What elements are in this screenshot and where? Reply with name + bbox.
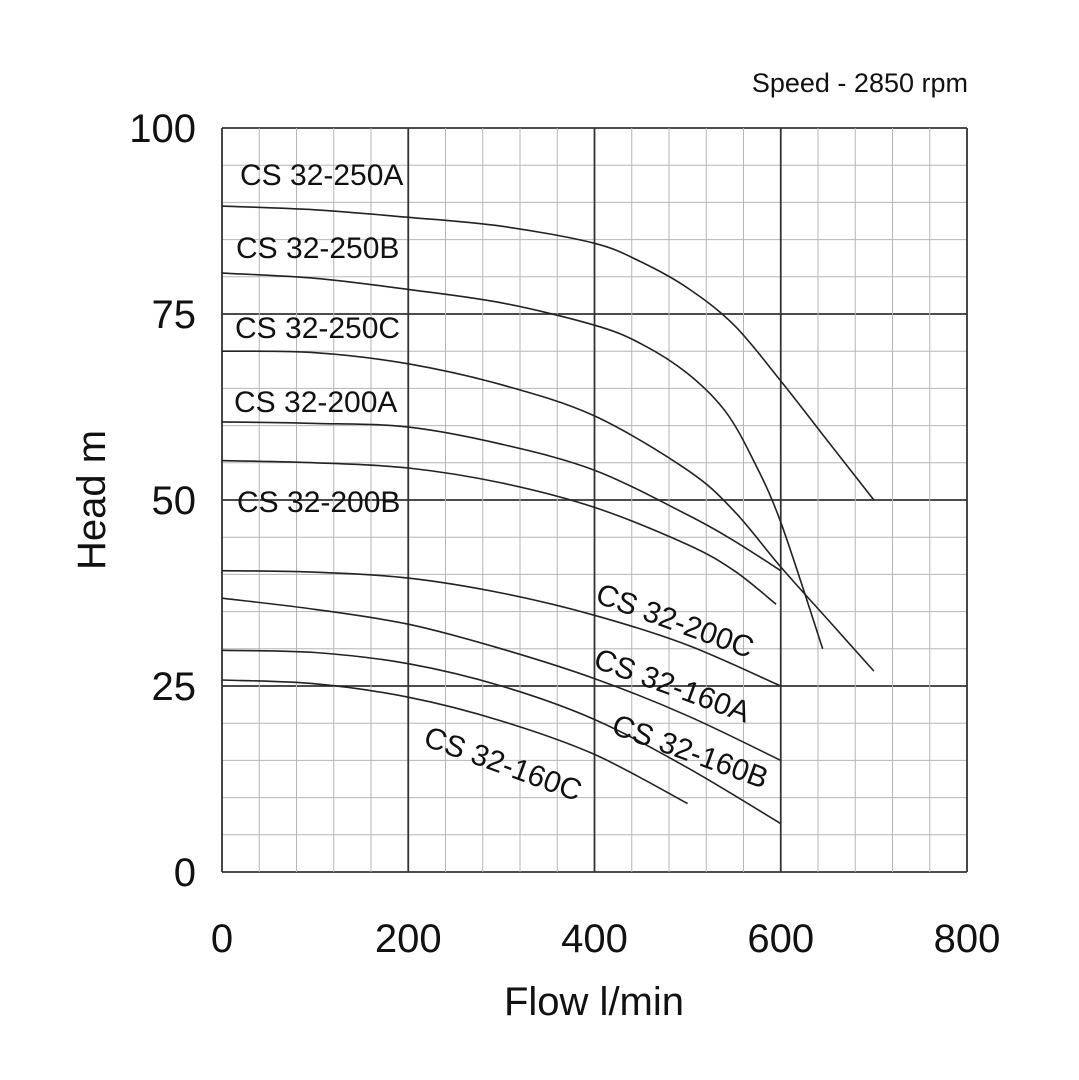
label-cs-32-200b: CS 32-200B <box>237 486 400 519</box>
label-cs-32-250c: CS 32-250C <box>235 312 400 345</box>
label-cs-32-250a: CS 32-250A <box>240 159 403 192</box>
x-tick-label: 0 <box>211 917 233 961</box>
grid <box>221 127 968 873</box>
label-cs-32-160c: CS 32-160C <box>420 721 586 808</box>
curve-cs-32-160c <box>221 679 688 805</box>
y-tick-label: 25 <box>152 665 197 709</box>
label-cs-32-250b: CS 32-250B <box>236 232 399 265</box>
x-tick-label: 400 <box>561 917 628 961</box>
curve-cs-32-200a <box>221 421 782 572</box>
y-tick-label: 0 <box>174 851 196 895</box>
label-cs-32-200a: CS 32-200A <box>234 386 397 419</box>
x-tick-label: 800 <box>934 917 1001 961</box>
tick-labels: 0 200 400 600 800 0 25 50 75 100 <box>129 107 1000 961</box>
y-axis-title: Head m <box>70 430 114 570</box>
performance-curves <box>221 205 875 825</box>
label-cs-32-160b: CS 32-160B <box>608 709 773 796</box>
curve-cs-32-200c <box>221 569 782 687</box>
speed-note: Speed - 2850 rpm <box>752 68 968 98</box>
curve-cs-32-200b <box>221 459 777 605</box>
y-tick-label: 75 <box>152 293 197 337</box>
curve-cs-32-160b <box>221 649 782 825</box>
y-tick-label: 100 <box>129 107 196 151</box>
x-tick-label: 200 <box>375 917 442 961</box>
curve-cs-32-250a <box>221 205 875 501</box>
curve-cs-32-250c <box>221 350 875 672</box>
x-tick-label: 600 <box>747 917 814 961</box>
curve-cs-32-250b <box>221 272 824 650</box>
y-tick-label: 50 <box>152 479 197 523</box>
x-axis-title: Flow l/min <box>504 980 684 1024</box>
curve-cs-32-160a <box>221 597 782 762</box>
